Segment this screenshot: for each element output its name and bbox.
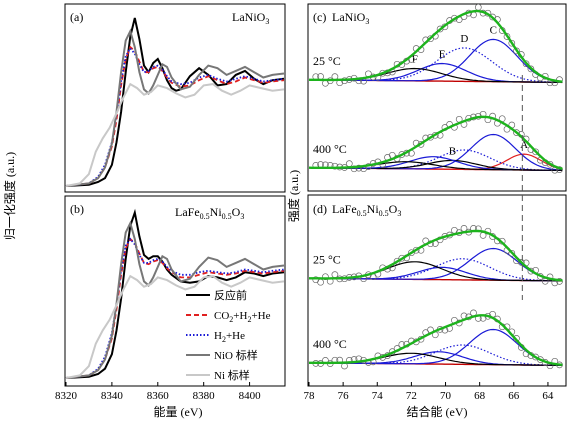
data-point xyxy=(556,278,563,285)
panel-c-frame xyxy=(307,3,567,192)
data-point xyxy=(532,148,539,156)
peak-label-B: B xyxy=(449,145,456,157)
x-tick-label: 8340 xyxy=(101,390,124,402)
data-point xyxy=(527,65,535,73)
panel-c-plot: C D E F 25 °C A B 400 °C xyxy=(308,3,563,174)
panel-d-sample: LaFe0.5Ni0.5O3 xyxy=(332,202,401,218)
data-point xyxy=(556,76,563,83)
x-tick-label: 66 xyxy=(508,390,520,402)
panel-a-label: (a) xyxy=(70,10,83,24)
data-point xyxy=(508,39,516,47)
legend-label-3: NiO 标样 xyxy=(214,348,258,362)
xps-envelope-1 xyxy=(308,115,563,170)
temperature-label-1: 400 °C xyxy=(313,142,347,156)
data-point xyxy=(522,60,530,68)
x-tick-label: 76 xyxy=(338,390,350,402)
data-point xyxy=(517,259,525,266)
x-tick-label: 8320 xyxy=(55,390,78,402)
legend: 反应前 CO2+H2+He H2+He NiO 标样 Ni 标样 xyxy=(186,288,271,382)
data-point xyxy=(556,166,563,173)
data-point xyxy=(508,249,516,257)
peak-label-A: A xyxy=(520,139,528,151)
series-line-a-3 xyxy=(65,28,285,187)
data-point xyxy=(513,129,520,136)
xps-envelope-1 xyxy=(309,314,563,366)
series-line-b-4 xyxy=(65,274,285,379)
x-axis-label-right: 结合能 (eV) xyxy=(407,404,468,419)
data-point xyxy=(331,271,339,278)
xps-envelope-0 xyxy=(309,9,563,83)
x-tick-label: 68 xyxy=(474,390,486,402)
data-point xyxy=(427,133,434,141)
peak-label-E: E xyxy=(439,49,446,61)
panel-d-frame xyxy=(307,194,567,387)
peak-label-D: D xyxy=(460,33,468,45)
x-tick-label: 70 xyxy=(440,390,452,402)
x-tick-label: 74 xyxy=(372,390,384,402)
temperature-label-0: 25 °C xyxy=(313,54,341,68)
series-line-a-4 xyxy=(65,82,285,187)
panel-b-sample: LaFe0.5Ni0.5O3 xyxy=(175,205,244,221)
panel-b-label: (b) xyxy=(70,202,84,216)
x-tick-label: 72 xyxy=(406,390,417,402)
data-point xyxy=(317,278,324,286)
temperature-label-0: 25 °C xyxy=(313,252,341,266)
x-tick-label: 8360 xyxy=(147,390,170,402)
x-tick-label: 64 xyxy=(542,390,554,402)
series-line-a-0 xyxy=(65,17,285,187)
data-point xyxy=(474,3,482,11)
series-line-b-1 xyxy=(65,237,285,379)
legend-label-4: Ni 标样 xyxy=(214,368,250,382)
panel-a-sample: LaNiO3 xyxy=(232,10,269,26)
panel-c-label: (c) xyxy=(313,10,326,24)
xps-envelope-0 xyxy=(309,229,563,282)
x-tick-label: 78 xyxy=(304,390,316,402)
xps-data-points-1 xyxy=(312,309,563,370)
panel-d-x-axis: 78 76 74 72 70 68 66 64 xyxy=(304,382,554,402)
series-line-b-0 xyxy=(65,208,285,379)
data-point xyxy=(331,162,339,170)
panel-a: (a) LaNiO3 xyxy=(64,3,286,193)
panel-b-plot xyxy=(65,208,285,379)
data-point xyxy=(341,362,348,370)
legend-label-0: 反应前 xyxy=(214,288,247,302)
data-point xyxy=(412,246,420,254)
x-tick-label: 8380 xyxy=(193,390,216,402)
y-axis-label-left: 归一化强度 (a.u.) xyxy=(2,152,17,240)
panel-d-label: (d) xyxy=(313,202,327,216)
peak-label-F: F xyxy=(412,54,418,66)
data-point xyxy=(345,160,353,167)
y-axis-label-right: 强度 (a.u.) xyxy=(286,170,301,222)
panel-b-frame xyxy=(64,195,286,387)
x-axis-label-left: 能量 (eV) xyxy=(154,405,203,419)
panel-a-frame xyxy=(64,3,286,193)
panel-b: (b) LaFe0.5Ni0.5O3 8320 8340 8360 8380 8400 … xyxy=(55,195,286,419)
data-point xyxy=(322,273,329,281)
temperature-label-1: 400 °C xyxy=(313,337,347,351)
peak-label-C: C xyxy=(490,24,497,36)
panel-a-plot xyxy=(65,17,285,187)
panel-d-plot: 25 °C 400 °C xyxy=(309,225,563,370)
series-line-a-1 xyxy=(65,45,285,187)
panel-b-x-axis: 8320 8340 8360 8380 8400 xyxy=(55,382,261,402)
x-tick-label: 8400 xyxy=(239,390,262,402)
legend-label-2: H2+He xyxy=(214,330,245,344)
panel-c: (c) LaNiO3 C D E F 25 °C A B 400 °C xyxy=(307,3,567,192)
series-line-b-3 xyxy=(65,220,285,379)
data-point xyxy=(350,165,358,173)
panel-c-sample: LaNiO3 xyxy=(332,10,369,26)
legend-label-1: CO2+H2+He xyxy=(214,310,271,324)
series-line-a-2 xyxy=(65,46,285,187)
